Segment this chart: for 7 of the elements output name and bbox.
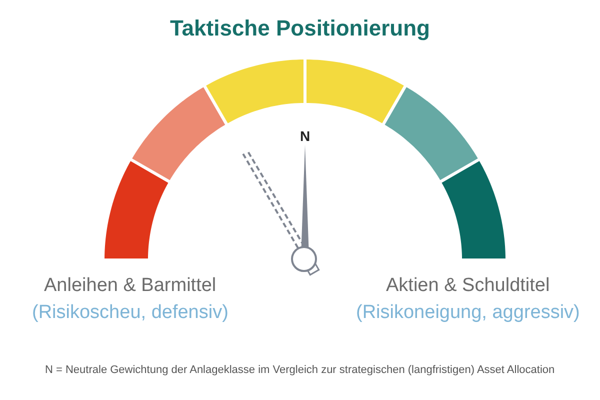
text: N [300,128,310,144]
text: Aktien & Schuldtitel [386,275,550,296]
text: (Risikoscheu, defensiv) [32,302,228,323]
text: Anleihen & Barmittel [44,275,216,296]
text: N = Neutrale Gewichtung der Anlageklasse im Vergleich zur strategischen (langfristigen) Asset Allocation [45,364,555,376]
text: (Risikoneigung, aggressiv) [356,302,580,323]
chart-title: Taktische Positionierung [170,16,430,41]
